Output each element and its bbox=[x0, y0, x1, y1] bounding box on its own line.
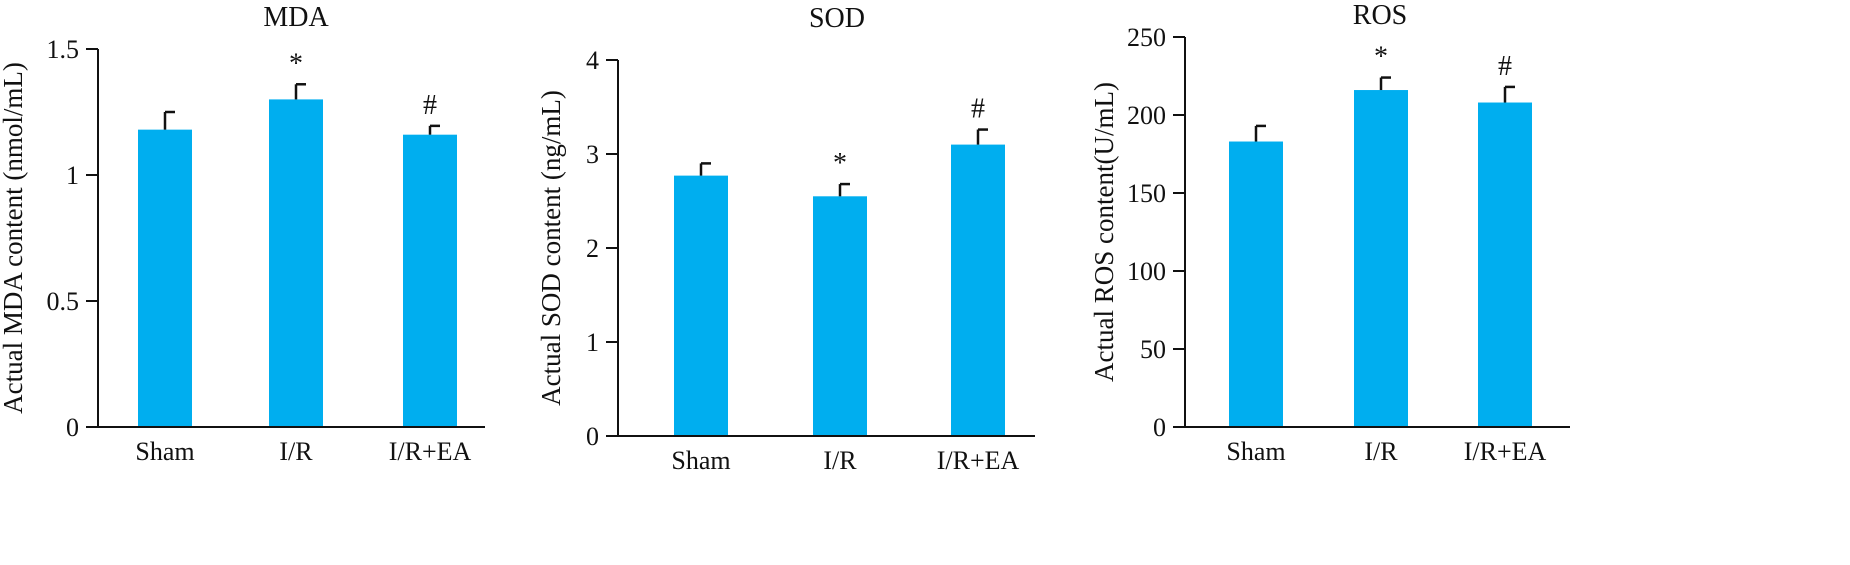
x-tick-label: I/R bbox=[1364, 437, 1398, 466]
chart-title: ROS bbox=[1353, 0, 1407, 31]
bar-i-r-ea bbox=[951, 144, 1005, 436]
chart-title: SOD bbox=[809, 3, 865, 34]
bar-i-r bbox=[1354, 90, 1408, 427]
y-tick-label: 0 bbox=[586, 422, 599, 451]
bar-sham bbox=[1229, 141, 1283, 427]
y-tick-label: 1 bbox=[66, 161, 79, 190]
x-tick-label: I/R+EA bbox=[389, 437, 472, 466]
bar-i-r-ea bbox=[1478, 102, 1532, 428]
y-tick-label: 250 bbox=[1127, 23, 1166, 52]
y-tick-label: 1 bbox=[586, 328, 599, 357]
y-tick-label: 0 bbox=[66, 413, 79, 442]
significance-marker: * bbox=[1374, 42, 1388, 73]
x-tick-label: I/R+EA bbox=[937, 446, 1020, 475]
significance-marker: # bbox=[971, 94, 985, 125]
chart-panel-mda: MDA Actual MDA content (nmol/mL) Sham * I/R #… bbox=[0, 2, 485, 466]
y-tick-label: 3 bbox=[586, 140, 599, 169]
significance-marker: * bbox=[289, 48, 303, 79]
chart-title: MDA bbox=[263, 2, 329, 33]
x-tick-label: I/R bbox=[823, 446, 857, 475]
bar-sham bbox=[138, 129, 192, 427]
y-axis-label: Actual ROS content(U/mL) bbox=[1089, 82, 1119, 382]
y-tick-label: 2 bbox=[586, 234, 599, 263]
y-tick-label: 1.5 bbox=[47, 35, 80, 64]
chart-panel-sod: SOD Actual SOD content (ng/mL) Sham * I/R # I/… bbox=[536, 3, 1035, 475]
y-axis-label: Actual SOD content (ng/mL) bbox=[536, 90, 566, 406]
y-tick-label: 0 bbox=[1153, 413, 1166, 442]
x-tick-label: I/R bbox=[279, 437, 313, 466]
chart-panel-ros: ROS Actual ROS content(U/mL) Sham * I/R # I/R+… bbox=[1089, 0, 1570, 466]
y-tick-label: 0.5 bbox=[47, 287, 80, 316]
bar-i-r bbox=[813, 196, 867, 436]
y-tick-label: 50 bbox=[1140, 335, 1166, 364]
bar-i-r-ea bbox=[403, 134, 457, 427]
significance-marker: * bbox=[833, 148, 847, 179]
y-tick-label: 100 bbox=[1127, 257, 1166, 286]
bar-sham bbox=[674, 175, 728, 436]
significance-marker: # bbox=[1498, 51, 1512, 82]
x-tick-label: Sham bbox=[135, 437, 194, 466]
x-tick-label: I/R+EA bbox=[1464, 437, 1547, 466]
x-tick-label: Sham bbox=[1226, 437, 1285, 466]
y-tick-label: 150 bbox=[1127, 179, 1166, 208]
x-tick-label: Sham bbox=[671, 446, 730, 475]
bar-i-r bbox=[269, 99, 323, 428]
y-tick-label: 4 bbox=[586, 46, 599, 75]
significance-marker: # bbox=[423, 90, 437, 121]
y-axis-label: Actual MDA content (nmol/mL) bbox=[0, 62, 28, 414]
y-tick-label: 200 bbox=[1127, 101, 1166, 130]
